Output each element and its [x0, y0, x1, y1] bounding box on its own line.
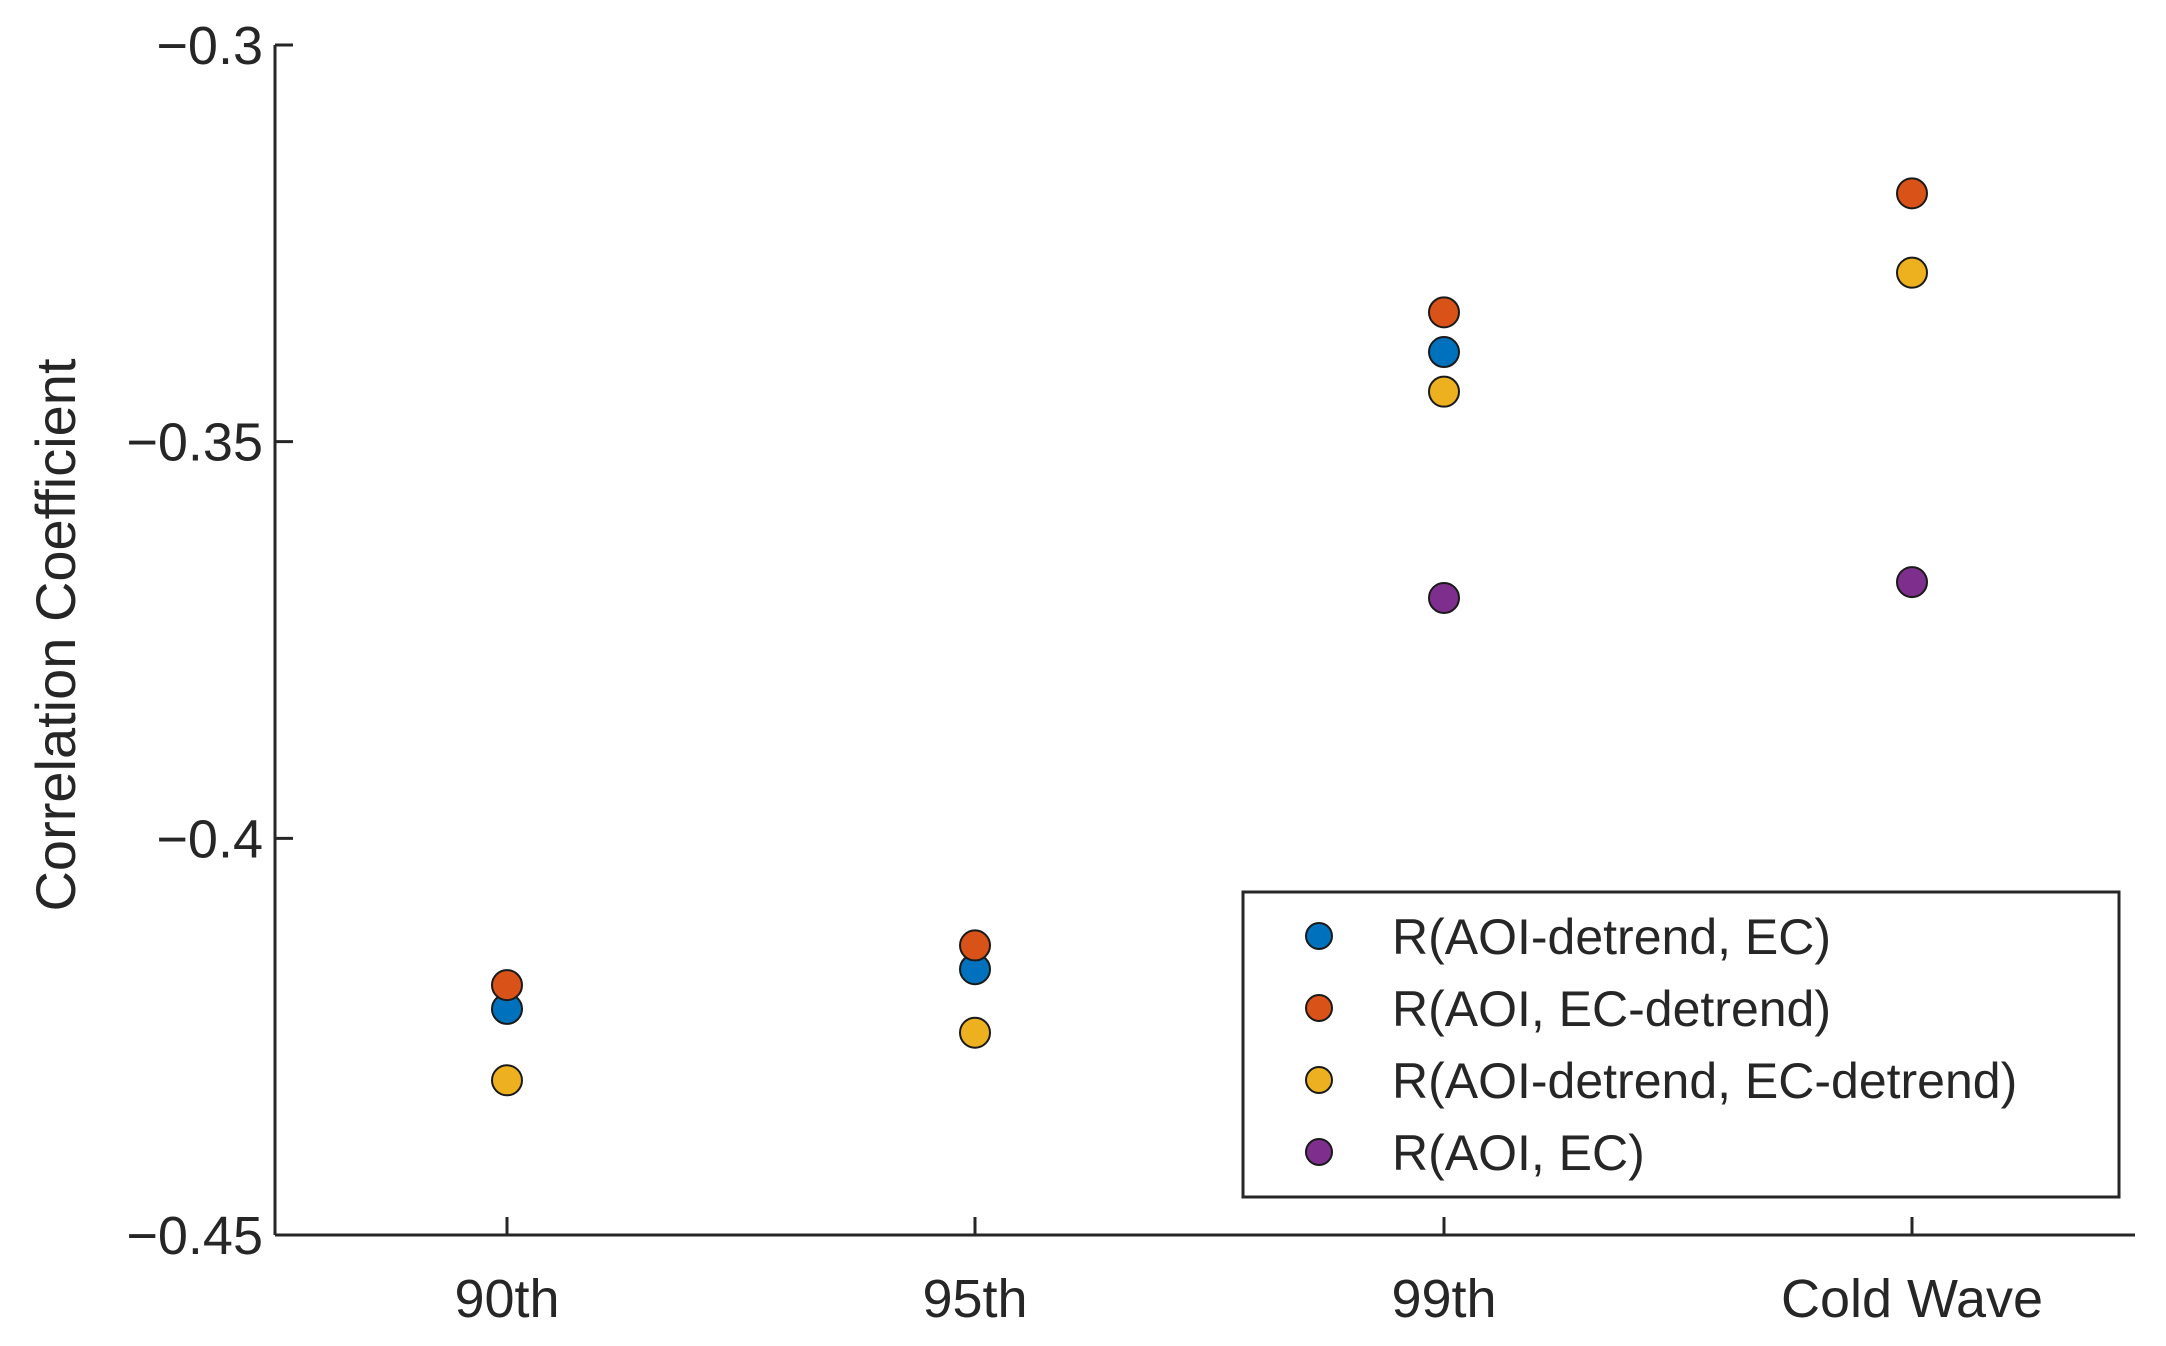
- data-point-series-2-90th: [491, 1064, 523, 1097]
- data-point-series-1-90th: [491, 969, 523, 1002]
- legend-label: R(AOI-detrend, EC): [1392, 909, 1831, 965]
- data-point-series-1-cold-wave: [1896, 177, 1928, 210]
- data-point-series-2-95th: [959, 1016, 991, 1049]
- y-tick-label: −0.35: [126, 413, 263, 473]
- data-point-series-3-99th: [1428, 581, 1460, 614]
- legend-marker: [1305, 922, 1333, 950]
- legend-marker: [1305, 1138, 1333, 1166]
- y-tick-label: −0.4: [156, 809, 263, 869]
- y-axis-title: Correlation Coefficient: [24, 358, 87, 911]
- legend-box: [1241, 890, 2121, 1199]
- y-tick-label: −0.45: [126, 1206, 263, 1266]
- data-point-series-1-95th: [959, 929, 991, 962]
- axes: −0.3 −0.35 −0.4 −0.45 90th 95th 99th Cold Wave C…: [24, 16, 2135, 1329]
- x-tick-label: Cold Wave: [1781, 1269, 2043, 1329]
- data-point-series-2-cold-wave: [1896, 256, 1928, 289]
- data-point-series-0-99th: [1428, 336, 1460, 369]
- data-point-series-3-cold-wave: [1896, 566, 1928, 599]
- x-tick-label: 99th: [1391, 1269, 1496, 1329]
- legend-label: R(AOI-detrend, EC-detrend): [1392, 1053, 2017, 1109]
- legend-marker: [1305, 1066, 1333, 1094]
- x-tick-label: 95th: [922, 1269, 1027, 1329]
- legend-label: R(AOI, EC-detrend): [1392, 981, 1831, 1037]
- data-point-series-2-99th: [1428, 375, 1460, 408]
- y-tick-label: −0.3: [156, 16, 263, 76]
- data-points: [491, 177, 1928, 1097]
- x-tick-label: 90th: [454, 1269, 559, 1329]
- legend: R(AOI-detrend, EC) R(AOI, EC-detrend) R(AO…: [1241, 890, 2121, 1199]
- data-point-series-1-99th: [1428, 296, 1460, 329]
- legend-marker: [1305, 994, 1333, 1022]
- legend-label: R(AOI, EC): [1392, 1125, 1645, 1181]
